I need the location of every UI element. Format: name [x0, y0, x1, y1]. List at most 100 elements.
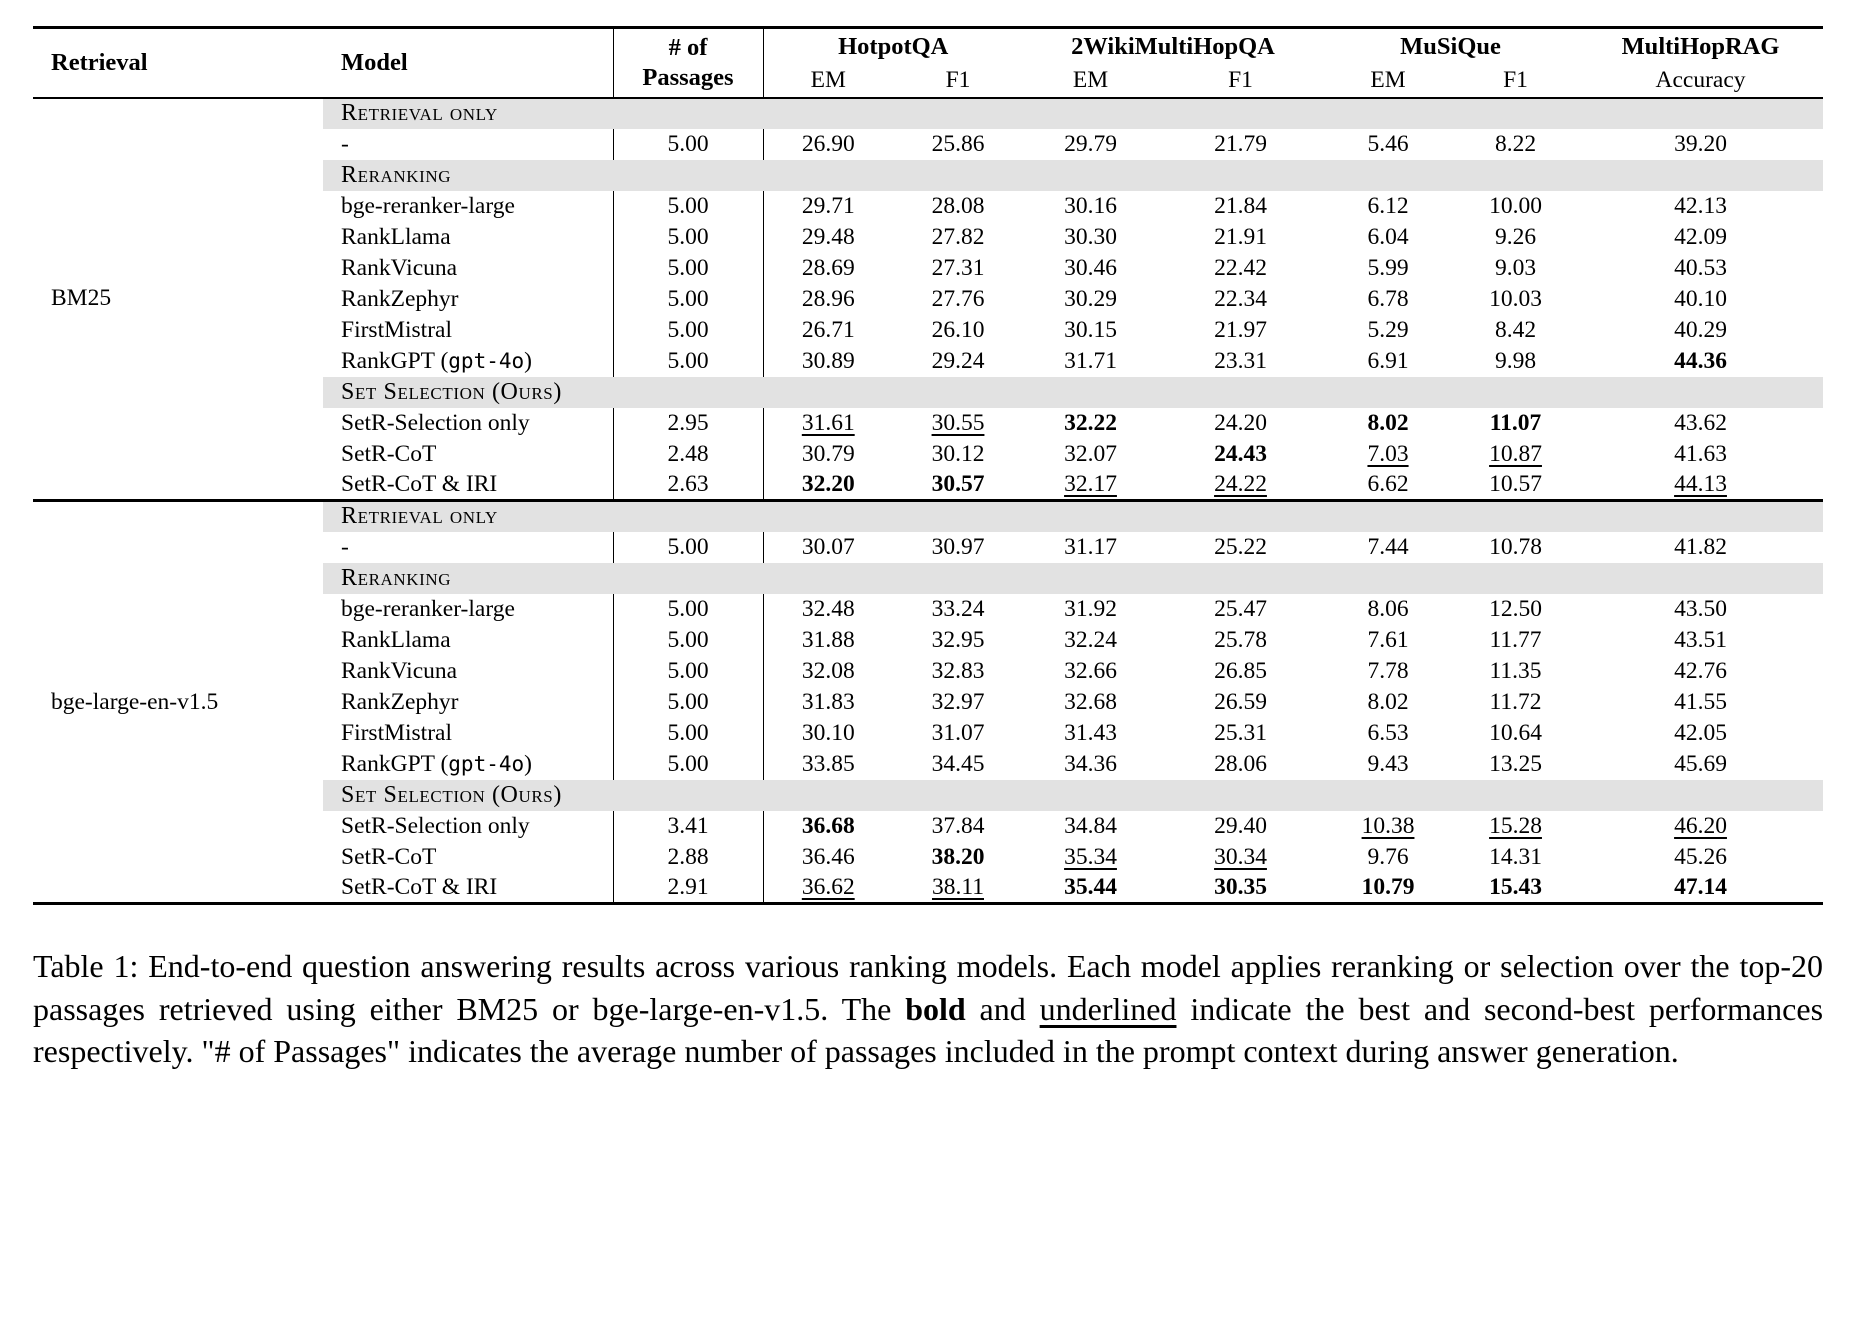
metric-value: 42.05: [1674, 719, 1727, 746]
model-name: SetR-CoT & IRI: [323, 470, 613, 501]
model-name: SetR-CoT & IRI: [323, 873, 613, 904]
passages-value: 5.00: [612, 531, 763, 563]
model-name: RankZephyr: [323, 687, 613, 718]
text-segment: RankLlama: [341, 626, 451, 653]
metric-value: 31.92: [1064, 595, 1117, 622]
metric-value: 38.20: [931, 843, 985, 870]
data-row: RankVicuna 5.00 28.69 27.31 30.46 22.42 5.99 9.…: [33, 252, 1823, 284]
metric-value: 32.66: [1064, 657, 1117, 684]
passages-value: 5.00: [612, 748, 763, 780]
metric-value: 23.31: [1214, 347, 1267, 374]
metric-value: 7.61: [1367, 626, 1409, 653]
dataset-header-musique: MuSiQue: [1400, 32, 1501, 60]
text-segment: SetR-Selection only: [341, 812, 530, 839]
metric-value: 6.12: [1367, 192, 1409, 219]
metric-value: 8.06: [1367, 595, 1409, 622]
metric-value: 28.08: [931, 192, 985, 219]
section-header-row: Set Selection (Ours): [33, 376, 1824, 408]
metric-value: 45.26: [1674, 843, 1727, 870]
text-segment: RankVicuna: [341, 254, 458, 281]
passages-value: 2.91: [612, 872, 763, 904]
results-table: Retrieval Model # of Passages HotpotQA 2…: [33, 26, 1824, 905]
data-row: SetR-CoT & IRI 2.63 32.20 30.57 32.17 24.22 6.…: [33, 469, 1823, 501]
data-row: SetR-CoT & IRI 2.91 36.62 38.11 35.44 30.35 10…: [33, 872, 1823, 904]
text-segment: bge-reranker-large: [341, 192, 515, 219]
passages-value: 2.95: [612, 407, 763, 439]
metric-value: 31.88: [762, 624, 893, 656]
text-segment: indicate the best and second-best perfor…: [33, 990, 1824, 1070]
retrieval-group: bge-large-en-v1.5 Retrieval only -5.00 30.0…: [33, 500, 1824, 904]
retrieval-group: BM25 Retrieval only -5.00 26.90 25.86 29.79 21…: [33, 97, 1824, 501]
metric-value: 29.40: [1214, 812, 1267, 839]
metric-value: 36.46: [762, 841, 893, 873]
metric-value: 8.22: [1494, 130, 1537, 157]
metric-value: 32.48: [762, 593, 893, 625]
text-segment: gpt-4o: [448, 751, 525, 776]
metric-value: 25.22: [1214, 533, 1267, 560]
section-header-row: Set Selection (Ours): [33, 779, 1824, 811]
metric-value: 10.57: [1489, 470, 1542, 497]
metric-value: 11.35: [1489, 657, 1542, 684]
data-row: FirstMistral 5.00 26.71 26.10 30.15 21.97 5.29…: [33, 314, 1823, 346]
metric-value: 33.24: [931, 595, 985, 622]
metric-value: 31.61: [762, 407, 893, 439]
metric-value: 36.68: [762, 810, 893, 842]
passages-value: 5.00: [612, 221, 763, 253]
metric-value: 9.98: [1494, 347, 1537, 374]
metric-value: 21.84: [1214, 192, 1267, 219]
metric-value: 22.34: [1214, 285, 1267, 312]
passages-value: 5.00: [612, 624, 763, 656]
metric-value: 25.86: [931, 130, 985, 157]
metric-value: 28.06: [1214, 750, 1267, 777]
metric-value: 26.85: [1214, 657, 1267, 684]
metric-value: 32.97: [931, 688, 985, 715]
text-segment: gpt-4o: [448, 348, 525, 373]
model-column-header: Model: [323, 27, 613, 99]
passages-value: 3.41: [612, 810, 763, 842]
data-row: RankZephyr 5.00 31.83 32.97 32.68 26.59 8.02 11…: [33, 686, 1823, 718]
model-name: -: [323, 129, 613, 160]
metric-value: 41.55: [1674, 688, 1727, 715]
data-row: bge-reranker-large 5.00 29.71 28.08 30.16 21.…: [33, 190, 1823, 222]
text-segment: RankZephyr: [341, 688, 459, 715]
metric-value: 6.04: [1367, 223, 1409, 250]
metric-value: 26.71: [762, 314, 893, 346]
metric-value: 28.69: [762, 252, 893, 284]
passages-value: 5.00: [612, 314, 763, 346]
model-name: RankLlama: [323, 625, 613, 656]
section-header: Set Selection (Ours): [323, 779, 1824, 811]
text-segment: bold: [905, 990, 966, 1027]
metric-value: 30.10: [762, 717, 893, 749]
dataset-header-hotpotqa: HotpotQA: [762, 27, 1023, 65]
text-segment: RankGPT (: [341, 347, 449, 374]
model-name: bge-reranker-large: [323, 594, 613, 625]
text-segment: -: [341, 130, 349, 157]
metric-value: 47.14: [1674, 873, 1727, 900]
metric-value: 30.34: [1214, 843, 1267, 870]
metric-value: 9.03: [1494, 254, 1537, 281]
text-segment: FirstMistral: [341, 719, 452, 746]
metric-value: 11.72: [1489, 688, 1542, 715]
text-segment: RankGPT (: [341, 750, 449, 777]
metric-value: 11.07: [1489, 409, 1542, 436]
metric-value: 27.76: [931, 285, 985, 312]
data-row: RankLlama 5.00 29.48 27.82 30.30 21.91 6.04 9.2…: [33, 221, 1823, 253]
metric-value: 7.44: [1367, 533, 1409, 560]
metric-value: 27.31: [931, 254, 985, 281]
section-header: Retrieval only: [323, 500, 1824, 532]
data-row: RankVicuna 5.00 32.08 32.83 32.66 26.85 7.78 11…: [33, 655, 1823, 687]
metric-value: 10.00: [1489, 192, 1542, 219]
metric-value: 44.36: [1674, 347, 1727, 374]
metric-value: 21.91: [1214, 223, 1267, 250]
dataset-header-row: Retrieval Model # of Passages HotpotQA 2…: [33, 27, 1823, 99]
metric-value: 34.36: [1064, 750, 1117, 777]
metric-value: 27.82: [931, 223, 985, 250]
metric-value: 30.16: [1064, 192, 1117, 219]
model-name: RankGPT (gpt-4o): [323, 346, 613, 377]
metric-value: 26.59: [1214, 688, 1267, 715]
data-row: SetR-Selection only 3.41 36.68 37.84 34.84 29…: [33, 810, 1823, 842]
table-header: Retrieval Model # of Passages HotpotQA 2…: [33, 27, 1824, 99]
metric-value: 29.48: [762, 221, 893, 253]
model-name: SetR-CoT: [323, 439, 613, 470]
data-row: RankGPT (gpt-4o) 5.00 33.85 34.45 34.36 28.06…: [33, 748, 1823, 780]
